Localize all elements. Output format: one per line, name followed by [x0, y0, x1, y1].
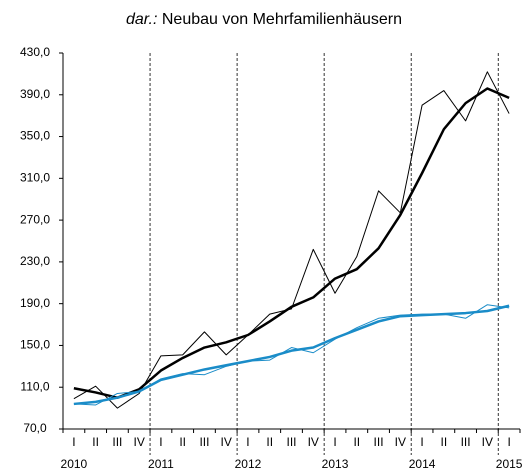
year-label: 2014	[409, 457, 436, 471]
y-tick-label: 70,0	[23, 421, 47, 435]
x-tick-label: IV	[482, 435, 493, 449]
x-tick-label: I	[159, 435, 162, 449]
year-label: 2011	[148, 457, 174, 471]
y-tick-label: 390,0	[20, 87, 50, 101]
x-tick-label: I	[420, 435, 423, 449]
x-tick-label: III	[199, 435, 209, 449]
x-tick-label: IV	[308, 435, 319, 449]
title-prefix: dar.:	[126, 11, 157, 28]
title-text: Neubau von Mehrfamilienhäusern	[162, 11, 402, 28]
year-label: 2012	[235, 457, 262, 471]
year-label: 2015	[496, 457, 523, 471]
year-label: 2010	[61, 457, 88, 471]
y-tick-label: 350,0	[20, 129, 50, 143]
x-tick-label: II	[92, 435, 99, 449]
x-tick-label: I	[333, 435, 336, 449]
y-tick-label: 150,0	[20, 338, 50, 352]
x-tick-label: I	[246, 435, 249, 449]
data-line	[73, 304, 510, 406]
y-tick-label: 310,0	[20, 171, 50, 185]
x-tick-label: IV	[221, 435, 232, 449]
x-tick-label: II	[353, 435, 360, 449]
x-tick-label: III	[374, 435, 384, 449]
x-tick-label: II	[179, 435, 186, 449]
data-line	[73, 87, 510, 399]
x-tick-label: II	[440, 435, 447, 449]
x-tick-label: I	[507, 435, 510, 449]
y-tick-label: 110,0	[20, 379, 49, 393]
x-tick-label: II	[266, 435, 273, 449]
data-line	[73, 71, 510, 409]
x-tick-label: III	[286, 435, 296, 449]
y-tick-label: 430,0	[20, 45, 50, 59]
year-label: 2013	[322, 457, 349, 471]
x-tick-label: I	[72, 435, 75, 449]
y-tick-label: 270,0	[20, 212, 50, 226]
x-tick-label: IV	[395, 435, 406, 449]
y-tick-label: 190,0	[20, 296, 50, 310]
y-tick-label: 230,0	[20, 254, 50, 268]
x-tick-label: III	[461, 435, 471, 449]
chart-title: dar.: Neubau von Mehrfamilienhäusern	[126, 11, 402, 28]
x-tick-label: IV	[133, 435, 144, 449]
x-tick-label: III	[112, 435, 122, 449]
